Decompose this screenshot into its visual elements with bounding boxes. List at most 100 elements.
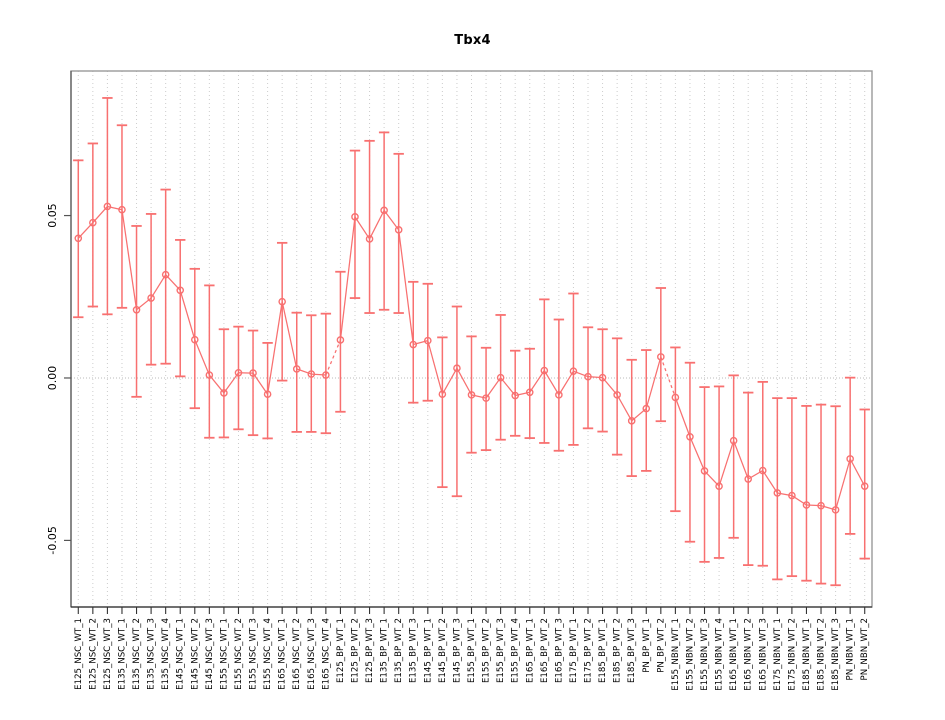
data-point	[686, 432, 694, 441]
x-tick-label: E185_BP_WT_1	[598, 618, 608, 683]
x-tick-label: E155_NSC_WT_4	[263, 618, 273, 690]
data-point	[453, 364, 461, 373]
y-tick-label: 0.00	[46, 366, 59, 391]
data-point	[249, 369, 257, 377]
connector-line	[383, 209, 400, 231]
y-tick-label: 0.05	[46, 203, 59, 228]
x-tick-label: E125_BP_WT_2	[350, 618, 360, 683]
x-tick-label: E155_NBN_WT_3	[700, 618, 710, 691]
data-point	[657, 353, 665, 361]
data-point	[496, 373, 505, 382]
connector-line	[689, 436, 706, 472]
connector-line	[645, 356, 662, 409]
connector-line	[368, 210, 385, 240]
connector-line	[500, 377, 516, 396]
x-tick-label: E135_BP_WT_2	[394, 618, 404, 683]
x-tick-label: E185_BP_WT_3	[627, 618, 637, 683]
x-tick-label: E135_NSC_WT_3	[147, 618, 157, 690]
connector-line	[223, 372, 239, 394]
x-tick-label: E145_NSC_WT_1	[176, 618, 186, 690]
connector-line	[194, 339, 210, 376]
data-point	[307, 370, 316, 378]
data-point	[555, 391, 563, 399]
x-tick-label: E155_BP_WT_2	[482, 618, 492, 683]
x-tick-label: E145_BP_WT_1	[423, 618, 433, 683]
connector-line	[339, 216, 356, 341]
x-tick-label: PN_NBN_WT_2	[860, 618, 870, 680]
chart-title: Tbx4	[454, 33, 491, 48]
data-point	[744, 475, 753, 483]
y-axis: -0.05 0.00 0.05	[46, 71, 72, 607]
data-point	[220, 389, 228, 397]
connector-line	[674, 397, 691, 437]
x-tick-label: E155_BP_WT_3	[496, 618, 506, 683]
data-point	[132, 305, 141, 314]
x-axis	[71, 606, 872, 614]
connector-line	[427, 340, 443, 395]
connector-line	[252, 372, 269, 395]
y-tick-label: -0.05	[46, 526, 59, 554]
data-point	[292, 365, 301, 373]
x-tick-label: E155_NBN_WT_4	[715, 618, 725, 691]
connector-line	[150, 274, 167, 299]
data-point	[322, 371, 330, 379]
x-tick-label: E155_NBN_WT_1	[671, 618, 681, 691]
data-point	[802, 501, 811, 509]
data-point	[380, 206, 388, 215]
data-point	[584, 372, 592, 381]
x-tick-label: E185_BP_WT_2	[613, 618, 623, 683]
x-tick-label: E155_NBN_WT_2	[685, 618, 695, 691]
connector-line	[354, 216, 371, 240]
x-tick-label: E185_NBN_WT_2	[817, 618, 827, 691]
x-tick-label: E125_NSC_WT_1	[74, 618, 84, 690]
x-tick-label: PN_BP_WT_2	[656, 618, 666, 673]
connector-line	[266, 301, 283, 395]
connector-line	[806, 504, 822, 507]
data-point	[278, 297, 286, 306]
connector-line	[179, 290, 196, 340]
data-point	[846, 455, 854, 463]
x-tick-label: E165_BP_WT_3	[554, 618, 564, 683]
data-point	[511, 391, 519, 400]
data-point	[715, 482, 723, 490]
x-tick-label: E165_NBN_WT_3	[758, 618, 768, 691]
x-tick-label: E155_BP_WT_1	[467, 618, 477, 683]
data-point	[569, 367, 578, 375]
x-tick-label: E145_NSC_WT_3	[205, 618, 215, 690]
x-tick-label: E155_NSC_WT_2	[234, 618, 244, 690]
data-point	[118, 205, 126, 214]
x-tick-label: E165_NSC_WT_3	[307, 618, 317, 690]
data-points-group	[74, 202, 869, 514]
x-tick-label: E185_NBN_WT_1	[802, 618, 812, 691]
x-tick-label: E135_NSC_WT_2	[132, 618, 142, 690]
connector-line	[121, 209, 138, 310]
connector-line	[718, 440, 735, 487]
data-point	[831, 506, 840, 514]
data-point	[467, 391, 476, 399]
data-point	[482, 394, 490, 402]
data-point	[176, 286, 185, 295]
data-point	[147, 294, 155, 302]
x-tick-label: E175_NBN_WT_1	[773, 618, 783, 691]
data-point	[205, 371, 214, 379]
x-tick-label: E135_NSC_WT_1	[117, 618, 127, 690]
connector-line-dashed	[660, 356, 676, 398]
connector-line-dashed	[325, 339, 342, 376]
data-point	[394, 226, 403, 234]
x-tick-label: E165_BP_WT_2	[540, 618, 550, 683]
x-tick-label: E165_BP_WT_1	[525, 618, 535, 683]
data-point	[729, 436, 738, 445]
connector-line	[733, 440, 749, 480]
data-point	[525, 388, 534, 397]
connector-line	[543, 370, 560, 396]
x-tick-label: E135_NSC_WT_4	[161, 618, 171, 690]
data-point	[700, 467, 709, 475]
data-point	[860, 482, 869, 490]
connector-line	[485, 377, 502, 399]
data-point	[351, 213, 359, 221]
data-point	[409, 340, 418, 349]
x-tick-label: E135_BP_WT_3	[409, 618, 419, 683]
data-point	[89, 218, 97, 227]
